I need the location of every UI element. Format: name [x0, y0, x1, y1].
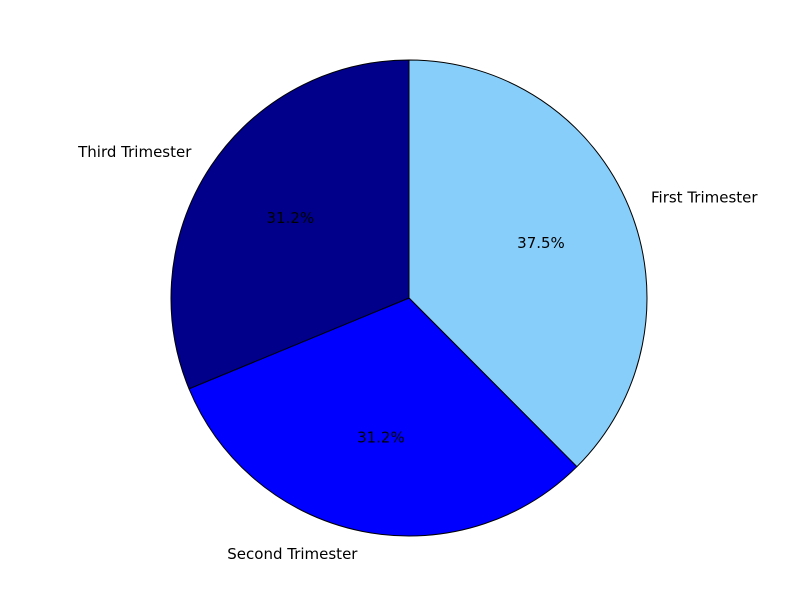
slice-label-first-trimester: First Trimester — [651, 189, 758, 207]
slice-percent-second-trimester: 31.2% — [357, 429, 405, 447]
pie-slices — [170, 59, 648, 537]
slice-label-second-trimester: Second Trimester — [227, 545, 358, 563]
pie-slice-second-trimester — [188, 297, 578, 537]
pie-slice-first-trimester — [408, 59, 648, 468]
pie-labels: First Trimester 37.5% Second Trimester 31.2… — [77, 143, 758, 563]
slice-label-third-trimester: Third Trimester — [77, 143, 192, 161]
pie-slice-third-trimester — [170, 59, 410, 390]
slice-percent-third-trimester: 31.2% — [266, 209, 314, 227]
slice-percent-first-trimester: 37.5% — [517, 234, 565, 252]
